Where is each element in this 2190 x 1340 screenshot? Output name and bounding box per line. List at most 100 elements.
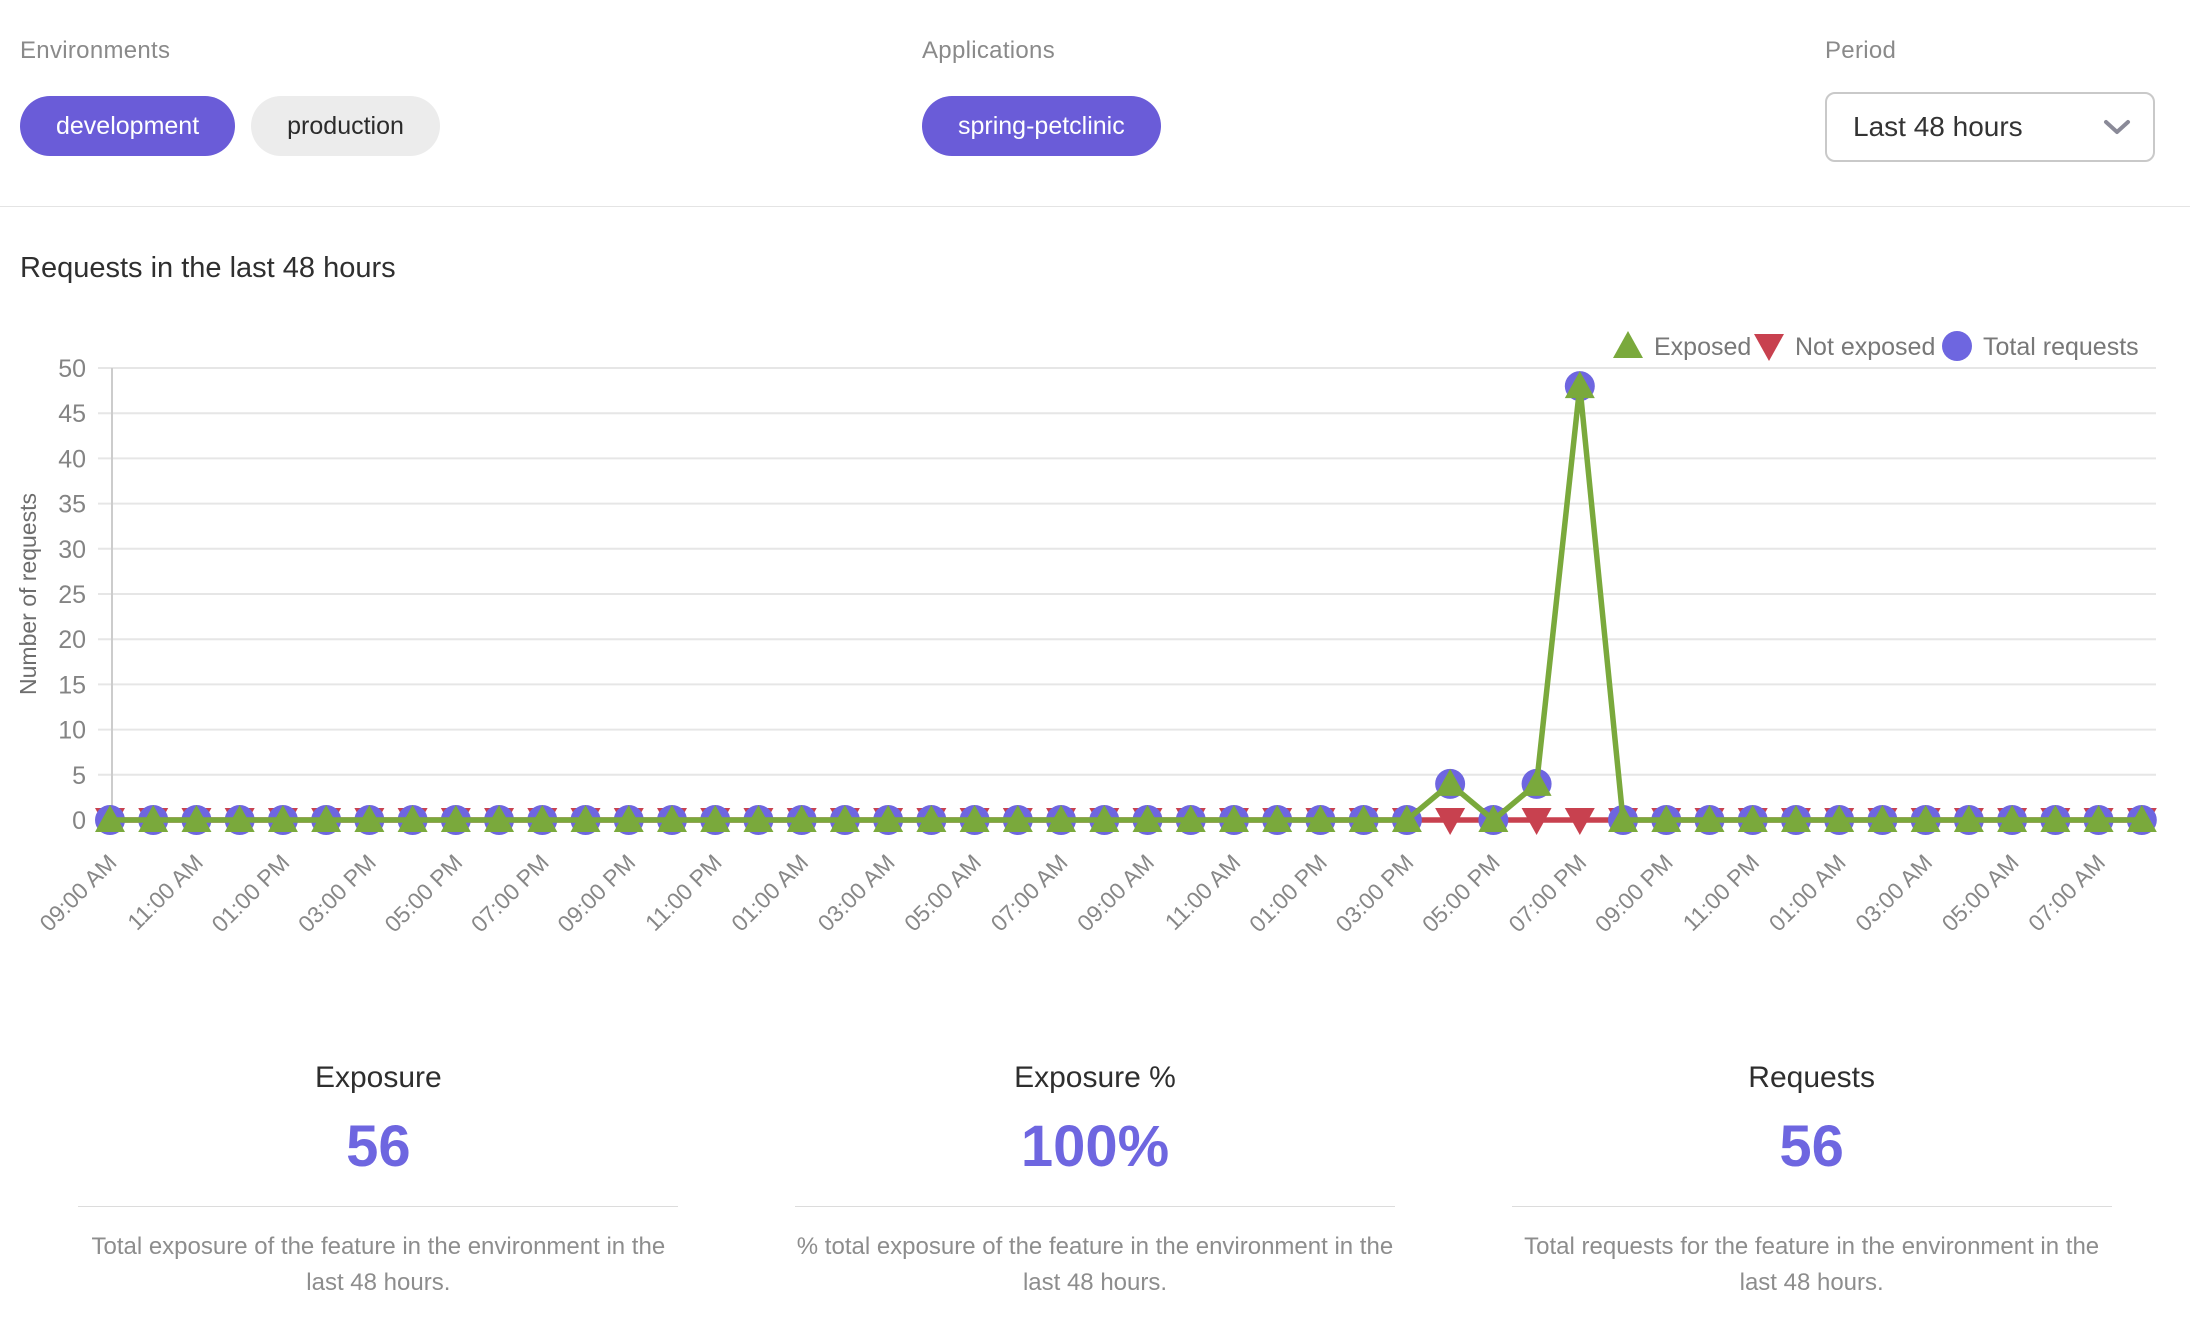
exposed-marker [311,805,342,832]
exposed-marker [1651,805,1682,832]
y-axis-title: Number of requests [15,493,41,695]
exposed-marker [1218,805,1249,832]
x-tick-label: 09:00 AM [1072,849,1159,936]
x-tick-label: 09:00 AM [34,849,121,936]
exposed-marker [1132,805,1163,832]
y-tick-label: 45 [58,400,86,428]
legend-label: Exposed [1654,333,1751,361]
exposed-marker [2126,805,2157,832]
x-tick-label: 11:00 AM [122,849,208,935]
x-tick-label: 01:00 AM [1764,849,1851,936]
exposed-marker [1089,805,1120,832]
stat-value: 56 [1779,1114,1844,1179]
x-tick-label: 07:00 AM [2023,849,2110,936]
exposed-marker [95,805,125,832]
exposed-marker [613,805,644,832]
x-tick-label: 03:00 PM [1330,849,1418,937]
exposed-marker [1910,805,1941,832]
exposed-marker [1694,805,1725,832]
x-tick-label: 07:00 PM [1503,849,1591,937]
x-tick-label: 03:00 AM [1850,849,1937,936]
exposed-marker [1521,768,1552,796]
x-tick-label: 09:00 PM [1590,849,1678,937]
stat-divider [794,1206,1395,1207]
exposed-marker [224,805,255,832]
x-tick-label: 03:00 AM [813,849,900,936]
app-pill-spring-petclinic[interactable]: spring-petclinic [922,96,1161,156]
exposed-marker [743,805,774,832]
exposed-marker [1564,371,1595,399]
y-tick-label: 30 [58,536,86,564]
applications-label: Applications [922,37,1056,64]
exposed-marker [1608,805,1639,832]
exposed-line [110,385,2142,824]
exposed-marker [1737,805,1768,832]
exposed-marker [484,805,515,832]
stat-title: Exposure [314,1061,442,1094]
exposed-marker [570,805,601,832]
stat-card-exposure: Exposure 56 Total exposure of the featur… [20,1060,737,1301]
exposed-marker [1997,805,2028,832]
stat-card-requests: Requests 56 Total requests for the featu… [1453,1060,2170,1301]
y-tick-label: 20 [58,626,86,654]
exposed-marker [1867,805,1898,832]
exposed-marker [1478,805,1509,832]
y-tick-label: 50 [58,355,86,383]
x-tick-label: 09:00 PM [552,849,640,937]
x-tick-label: 07:00 PM [466,849,554,937]
exposed-marker [959,805,990,832]
exposed-marker [527,805,558,832]
x-tick-label: 11:00 PM [1677,849,1764,936]
exposed-marker [397,805,428,832]
x-tick-label: 05:00 AM [1937,849,2024,936]
y-tick-label: 10 [58,717,86,745]
y-tick-label: 15 [58,671,86,699]
exposed-marker [1175,805,1206,832]
x-tick-label: 05:00 PM [1417,849,1505,937]
legend-label: Total requests [1983,333,2139,361]
exposed-marker [1002,805,1033,832]
stat-title: Exposure % [1014,1061,1176,1094]
exposed-marker [354,805,385,832]
stat-description: % total exposure of the feature in the e… [796,1233,1394,1296]
exposed-marker [1824,805,1855,832]
applications-pills: spring-petclinic [922,96,1161,156]
x-tick-label: 01:00 PM [1244,849,1332,937]
requests-chart: 0 5 10 15 20 25 30 35 40 45 50 Number of requests 09… [15,331,2157,937]
env-pill-production[interactable]: production [251,96,440,156]
exposed-marker [138,805,169,832]
x-tick-label: 03:00 PM [293,849,381,937]
x-tick-label: 11:00 PM [640,849,727,936]
x-tick-label: 05:00 PM [379,849,467,937]
legend-label: Not exposed [1795,333,1935,361]
x-tick-label: 01:00 AM [726,849,813,936]
y-tick-label: 35 [58,491,86,519]
period-select[interactable]: Last 48 hours [1825,92,2155,162]
exposed-marker [916,805,947,832]
y-tick-label: 0 [72,807,86,835]
exposed-marker [267,805,298,832]
exposed-marker [1435,768,1466,796]
environments-pills: development production [20,96,440,156]
exposed-marker [873,805,904,832]
period-select-value: Last 48 hours [1853,111,2023,142]
stat-title: Requests [1748,1061,1876,1094]
exposed-marker [1262,805,1293,832]
stat-card-exposure-percent: Exposure % 100% % total exposure of the … [737,1060,1454,1301]
exposed-marker [829,805,860,832]
exposed-marker [1953,805,1984,832]
legend-not-exposed-icon [1754,334,1784,361]
x-tick-label: 01:00 PM [206,849,294,937]
stat-divider [1511,1206,2112,1207]
exposed-marker [2083,805,2114,832]
exposed-marker [1391,805,1422,832]
exposed-marker [2040,805,2071,832]
env-pill-development[interactable]: development [20,96,236,156]
stat-value: 56 [346,1114,411,1179]
not-exposed-marker [1521,808,1552,835]
exposed-marker [1046,805,1077,832]
chart-title: Requests in the last 48 hours [20,252,396,284]
x-tick-label: 11:00 AM [1160,849,1246,935]
stat-divider [78,1206,679,1207]
x-tick-label: 07:00 AM [985,849,1072,936]
